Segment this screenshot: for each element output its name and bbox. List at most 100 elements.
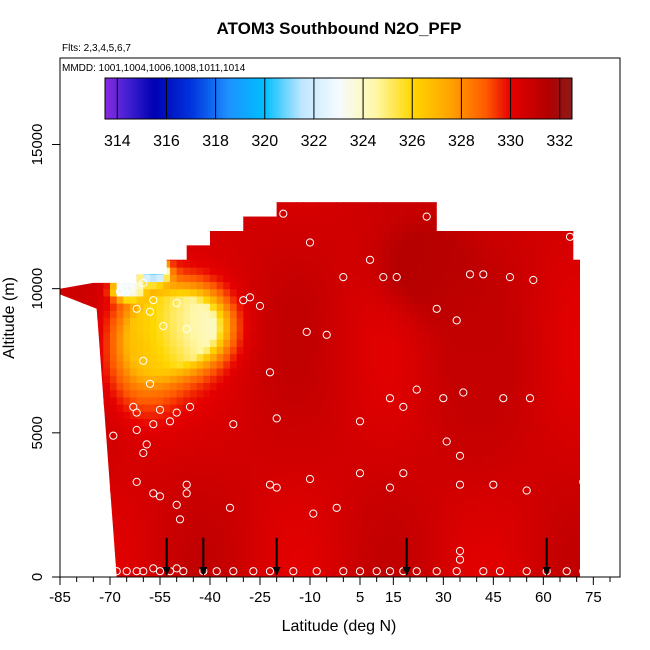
heatmap-cell <box>156 281 164 290</box>
heatmap-cell <box>463 375 471 383</box>
heatmap-cell <box>336 202 344 210</box>
heatmap-cell <box>196 526 204 535</box>
heatmap-cell <box>183 331 191 340</box>
heatmap-cell <box>183 476 191 484</box>
heatmap-cell <box>130 295 138 304</box>
heatmap-cell <box>523 569 531 577</box>
sample-point <box>182 489 191 498</box>
heatmap-cell <box>516 346 524 355</box>
heatmap-cell <box>96 382 104 391</box>
heatmap-cell <box>350 375 358 383</box>
heatmap-cell <box>123 490 131 499</box>
heatmap-cell <box>263 555 271 564</box>
heatmap-cell <box>183 533 191 542</box>
heatmap-cell <box>296 382 304 391</box>
heatmap-cell <box>283 202 291 210</box>
heatmap-cell <box>296 519 304 528</box>
heatmap-cell <box>283 252 291 261</box>
heatmap-cell <box>516 202 524 203</box>
heatmap-cell <box>136 540 144 549</box>
heatmap-cell <box>456 447 464 456</box>
heatmap-cell <box>216 540 224 549</box>
heatmap-cell <box>283 569 291 577</box>
heatmap-cell <box>436 562 444 571</box>
heatmap-cell <box>316 202 324 203</box>
heatmap-cell <box>216 274 224 283</box>
heatmap-cell <box>210 331 218 340</box>
heatmap-cell <box>243 533 251 542</box>
heatmap-cell <box>136 324 144 333</box>
heatmap-cell <box>316 259 324 268</box>
heatmap-cell <box>323 209 331 218</box>
colorbar-segment <box>426 78 430 119</box>
heatmap-cell <box>216 555 224 564</box>
heatmap-cell <box>330 418 338 427</box>
heatmap-cell <box>63 353 71 362</box>
colorbar-segment <box>254 78 258 119</box>
heatmap-cell <box>136 454 144 463</box>
heatmap-cell <box>536 288 544 297</box>
heatmap-cell <box>83 223 91 232</box>
heatmap-cell <box>550 202 558 203</box>
heatmap-cell <box>270 526 278 535</box>
heatmap-cell <box>176 375 184 383</box>
heatmap-cell <box>370 346 378 355</box>
heatmap-cell <box>136 295 144 304</box>
heatmap-cell <box>416 202 424 210</box>
heatmap-cell <box>523 209 531 218</box>
heatmap-cell <box>576 281 580 290</box>
heatmap-cell <box>183 512 191 520</box>
heatmap-cell <box>390 411 398 420</box>
heatmap-cell <box>350 389 358 398</box>
colorbar-segment <box>198 78 202 119</box>
heatmap-cell <box>516 476 524 484</box>
heatmap-cell <box>263 202 271 203</box>
heatmap-cell <box>390 476 398 484</box>
heatmap-cell <box>343 303 351 311</box>
heatmap-cell <box>450 468 458 477</box>
colorbar-segment <box>250 78 253 119</box>
heatmap-cell <box>83 303 91 311</box>
colorbar-segment <box>259 78 263 119</box>
heatmap-cell <box>410 288 418 297</box>
heatmap-cell <box>230 512 238 520</box>
heatmap-cell <box>276 331 284 340</box>
heatmap-cell <box>116 267 124 275</box>
heatmap-cell <box>503 317 511 326</box>
heatmap-cell <box>76 382 84 391</box>
heatmap-cell <box>436 360 444 369</box>
heatmap-cell <box>236 209 244 218</box>
heatmap-cell <box>290 569 298 577</box>
heatmap-cell <box>150 468 158 477</box>
heatmap-cell <box>570 202 578 203</box>
heatmap-cell <box>570 555 578 564</box>
heatmap-cell <box>143 216 151 225</box>
heatmap-cell <box>283 483 291 492</box>
heatmap-cell <box>210 468 218 477</box>
heatmap-cell <box>376 519 384 528</box>
heatmap-cell <box>110 281 118 290</box>
colorbar-segment <box>129 78 133 119</box>
heatmap-cell <box>343 367 351 376</box>
heatmap-cell <box>63 331 71 340</box>
heatmap-cell <box>483 548 491 556</box>
heatmap-cell <box>383 346 391 355</box>
heatmap-cell <box>503 555 511 564</box>
heatmap-cell <box>436 367 444 376</box>
heatmap-cell <box>70 295 78 304</box>
colorbar-segment <box>208 78 212 119</box>
heatmap-cell <box>430 339 438 347</box>
heatmap-cell <box>310 202 318 203</box>
heatmap-cell <box>576 303 580 311</box>
heatmap-cell <box>170 483 178 492</box>
heatmap-cell <box>63 259 71 268</box>
heatmap-cell <box>510 483 518 492</box>
sample-point <box>379 273 388 282</box>
heatmap-cell <box>550 353 558 362</box>
heatmap-cell <box>550 512 558 520</box>
heatmap-cell <box>463 367 471 376</box>
heatmap-cell <box>496 548 504 556</box>
heatmap-cell <box>483 310 491 319</box>
heatmap-cell <box>290 267 298 275</box>
heatmap-cell <box>576 202 580 203</box>
